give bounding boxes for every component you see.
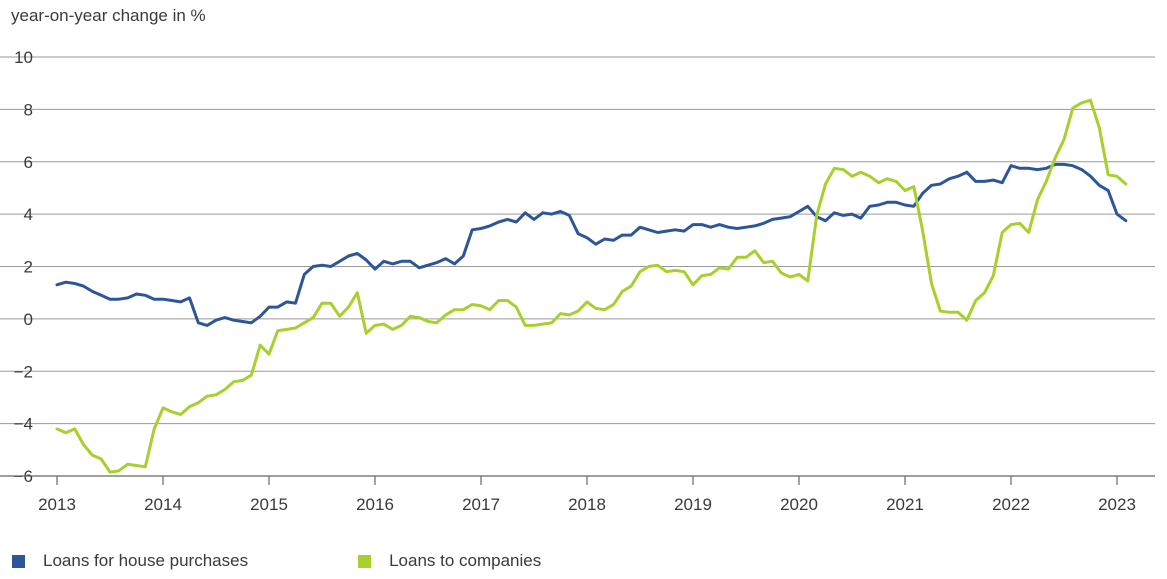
y-axis-label: year-on-year change in %	[11, 6, 206, 25]
x-tick-label: 2020	[780, 495, 818, 514]
x-tick-labels: 2013 2014 2015 2016 2017 2018 2019 2020 2021 2022…	[38, 495, 1136, 514]
series-line-companies	[55, 98, 1128, 474]
legend-label-companies: Loans to companies	[389, 551, 542, 570]
y-tick-label: 2	[24, 258, 33, 277]
legend-swatch-companies	[358, 554, 372, 568]
y-tick-label: 6	[24, 153, 33, 172]
x-tick-label: 2015	[250, 495, 288, 514]
legend-item-house-purchases: Loans for house purchases	[12, 551, 248, 571]
y-tick-label: 8	[24, 100, 33, 119]
legend-swatch-house-purchases	[12, 554, 25, 568]
y-tick-label: 10	[14, 48, 33, 67]
legend-item-companies: Loans to companies	[358, 551, 541, 571]
legend: Loans for house purchases Loans to compa…	[12, 549, 651, 573]
x-tick-label: 2022	[992, 495, 1030, 514]
x-tick-label: 2016	[356, 495, 394, 514]
legend-label-house-purchases: Loans for house purchases	[43, 551, 249, 570]
x-tick-label: 2014	[144, 495, 182, 514]
gridlines	[0, 56, 1155, 425]
series-line-house-purchases	[55, 162, 1128, 327]
y-tick-label: 4	[24, 205, 33, 224]
x-axis	[0, 475, 1155, 485]
x-tick-label: 2017	[462, 495, 500, 514]
x-tick-label: 2019	[674, 495, 712, 514]
y-tick-label: 0	[24, 310, 33, 329]
x-tick-label: 2021	[886, 495, 924, 514]
x-tick-label: 2013	[38, 495, 76, 514]
x-tick-label: 2018	[568, 495, 606, 514]
y-tick-label: −4	[14, 415, 33, 434]
x-tick-label: 2023	[1098, 495, 1136, 514]
y-tick-label: −2	[14, 362, 33, 381]
series-lines	[55, 98, 1128, 474]
